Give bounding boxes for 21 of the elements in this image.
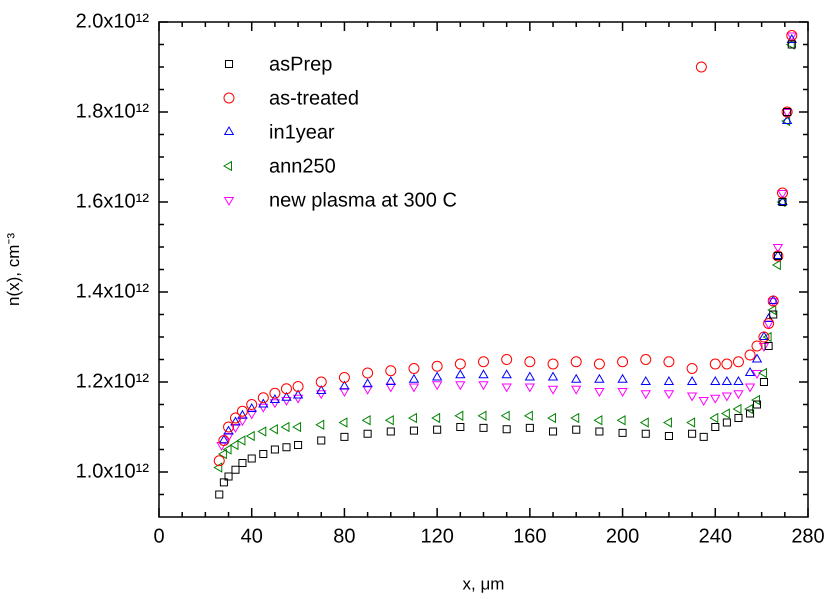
- y-tick-label: 1.8x10¹²: [76, 100, 150, 123]
- y-tick-label: 1.0x10¹²: [76, 460, 150, 483]
- y-tick-label: 2.0x10¹²: [76, 10, 150, 33]
- y-tick-label: 1.2x10¹²: [76, 370, 150, 393]
- legend-label: in1year: [269, 122, 335, 144]
- y-axis-title: n(x), cm⁻³: [4, 232, 23, 306]
- x-tick-label: 200: [606, 526, 640, 548]
- x-tick-label: 120: [420, 526, 454, 548]
- y-tick-label: 1.6x10¹²: [76, 190, 150, 213]
- x-tick-label: 40: [240, 526, 263, 548]
- x-tick-label: 0: [153, 526, 165, 548]
- legend-label: ann250: [269, 156, 336, 178]
- y-tick-label: 1.4x10¹²: [76, 280, 150, 303]
- legend-label: asPrep: [269, 54, 332, 76]
- x-tick-label: 240: [698, 526, 732, 548]
- x-tick-label: 280: [791, 526, 825, 548]
- x-axis-title: x, μm: [462, 574, 504, 594]
- x-tick-label: 80: [333, 526, 356, 548]
- legend-label: as-treated: [269, 88, 360, 110]
- legend-label: new plasma at 300 C: [269, 190, 457, 212]
- x-tick-label: 160: [513, 526, 547, 548]
